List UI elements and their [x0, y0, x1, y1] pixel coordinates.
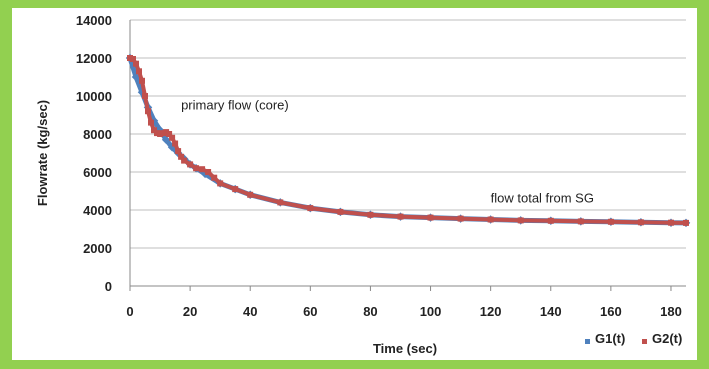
data-point	[205, 169, 212, 175]
data-point	[547, 217, 554, 224]
y-tick-label: 12000	[76, 51, 112, 66]
y-axis-title: Flowrate (kg/sec)	[35, 100, 50, 206]
grid-layer	[130, 19, 686, 287]
data-point	[139, 77, 145, 84]
annotation-primary-flow: primary flow (core)	[181, 97, 289, 112]
data-point	[154, 130, 160, 137]
data-point	[337, 208, 344, 215]
data-point	[187, 161, 194, 168]
y-tick-label: 8000	[83, 127, 112, 142]
data-point	[178, 153, 185, 160]
plot-area	[12, 8, 697, 360]
data-point	[457, 215, 464, 222]
data-point	[668, 219, 674, 226]
y-tick-label: 2000	[83, 241, 112, 256]
y-tick-label: 10000	[76, 89, 112, 104]
legend-label-g2: G2(t)	[652, 331, 682, 346]
data-point	[136, 68, 142, 75]
data-point	[169, 134, 176, 141]
data-point	[133, 60, 139, 67]
axis-layer: 0 2000 4000 6000 8000 10000 12000 14000 0 20 40 60 8…	[76, 13, 686, 319]
data-point	[199, 166, 206, 173]
data-point	[247, 191, 254, 198]
x-tick-label: 20	[183, 304, 197, 319]
data-point	[148, 119, 154, 126]
data-point	[637, 219, 644, 226]
y-tick-label: 14000	[76, 13, 112, 28]
annotation-flow-total: flow total from SG	[491, 190, 594, 205]
data-point	[487, 216, 494, 223]
x-axis-title: Time (sec)	[373, 341, 437, 356]
data-point	[232, 186, 239, 193]
x-tick-label: 180	[660, 304, 682, 319]
data-point	[175, 148, 182, 155]
data-point	[307, 205, 314, 212]
data-point	[367, 211, 374, 218]
x-tick-label: 160	[600, 304, 622, 319]
data-point	[130, 56, 136, 62]
x-tick-label: 40	[243, 304, 257, 319]
label-layer: Flowrate (kg/sec) Time (sec) primary flo…	[35, 97, 594, 356]
x-tick-label: 0	[126, 304, 133, 319]
legend: G1(t) G2(t)	[585, 331, 682, 346]
data-point	[517, 217, 524, 224]
series-g2-t	[127, 55, 689, 226]
data-point	[145, 108, 151, 115]
data-point	[397, 213, 404, 220]
data-point	[166, 131, 173, 137]
legend-marker-g1	[585, 339, 590, 344]
data-point	[607, 218, 614, 225]
data-point	[577, 218, 584, 225]
x-tick-label: 80	[363, 304, 377, 319]
y-tick-label: 4000	[83, 203, 112, 218]
y-tick-label: 6000	[83, 165, 112, 180]
x-tick-label: 100	[420, 304, 442, 319]
x-tick-label: 60	[303, 304, 317, 319]
data-point	[217, 180, 224, 187]
y-tick-label: 0	[105, 279, 112, 294]
data-point	[427, 214, 434, 221]
x-tick-label: 140	[540, 304, 562, 319]
data-point	[172, 140, 179, 147]
data-point	[142, 93, 148, 99]
legend-marker-g2	[642, 339, 647, 344]
series-layer	[125, 53, 691, 228]
data-point	[161, 135, 171, 144]
data-point	[193, 165, 200, 172]
data-point	[683, 219, 689, 226]
data-point	[277, 199, 284, 206]
data-point	[181, 157, 188, 164]
data-point	[211, 174, 218, 181]
legend-label-g1: G1(t)	[595, 331, 625, 346]
x-tick-label: 120	[480, 304, 502, 319]
